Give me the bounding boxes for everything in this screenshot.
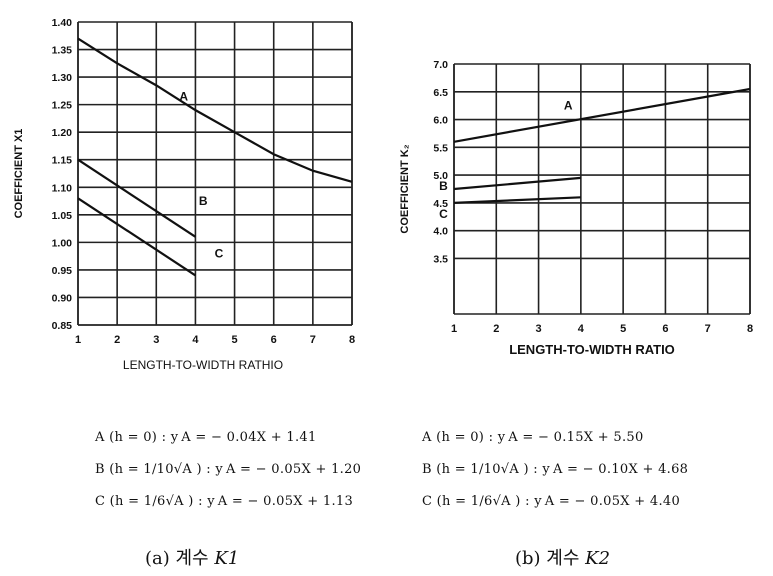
series-label-c: C (439, 207, 448, 221)
y-tick-label: 1.00 (52, 237, 73, 249)
y-tick-label: 0.95 (52, 265, 73, 277)
caption-right: (b) 계수 K2 (515, 544, 610, 570)
y-tick-label: 6.5 (433, 87, 448, 99)
y-tick-label: 1.25 (52, 100, 73, 112)
series-label-a: A (564, 99, 573, 113)
caption-right-symbol: K2 (585, 548, 611, 569)
series-label-a: A (179, 89, 188, 103)
equation-right-b: B (h = 1/10√A ) : y A = − 0.10X + 4.68 (422, 462, 689, 477)
y-tick-label: 4.0 (433, 226, 448, 238)
chart-k2: 1 2 3 4 5 6 7 8 3.5 4.0 4.5 5.0 5.5 6.0 6.5 7.0 A BC LENGT… (399, 59, 753, 357)
series-label-c: C (215, 246, 224, 260)
series-line-c (453, 196, 581, 204)
x-tick-label: 1 (75, 334, 81, 346)
y-tick-label: 6.0 (433, 115, 448, 127)
caption-right-prefix: (b) 계수 (515, 548, 586, 569)
y-tick-label: 1.20 (52, 127, 73, 139)
y-tick-label: 1.40 (52, 17, 73, 29)
series-line-c (77, 197, 197, 277)
series-label-b: B (199, 194, 208, 208)
y-tick-label: 1.35 (52, 45, 73, 57)
y-axis-label: COEFFICIENT K₂ (399, 144, 411, 233)
y-tick-label: 5.0 (433, 170, 448, 182)
y-tick-label: 4.5 (433, 198, 448, 210)
x-axis-label: LENGTH-TO-WIDTH RATIO (509, 342, 675, 357)
y-tick-label: 5.5 (433, 142, 448, 154)
equation-left-c: C (h = 1/6√A ) : y A = − 0.05X + 1.13 (95, 494, 354, 509)
x-tick-label: 6 (662, 323, 668, 335)
equation-left-b: B (h = 1/10√A ) : y A = − 0.05X + 1.20 (95, 462, 362, 477)
x-tick-label: 3 (536, 323, 542, 335)
y-tick-label: 7.0 (433, 59, 448, 71)
y-tick-label: 1.30 (52, 72, 73, 84)
x-tick-label: 6 (271, 334, 277, 346)
equation-right-a: A (h = 0) : y A = − 0.15X + 5.50 (422, 430, 644, 445)
series-line-a (77, 37, 353, 183)
y-tick-label: 0.85 (52, 320, 73, 332)
plot-area (454, 64, 750, 314)
x-tick-label: 4 (192, 334, 199, 346)
series-label-b: B (439, 179, 448, 193)
x-tick-label: 7 (310, 334, 316, 346)
y-tick-label: 3.5 (433, 253, 448, 265)
x-tick-label: 7 (705, 323, 711, 335)
y-tick-label: 0.90 (52, 292, 73, 304)
x-tick-label: 4 (578, 323, 585, 335)
chart-k1: 1 2 3 4 5 6 7 8 0.85 0.90 0.95 1.00 1.05 1.10 1.15 1.20… (13, 17, 355, 372)
x-tick-label: 3 (153, 334, 159, 346)
y-tick-label: 1.15 (52, 155, 73, 167)
x-tick-label: 5 (232, 334, 238, 346)
caption-left: (a) 계수 K1 (145, 544, 239, 570)
x-tick-label: 8 (747, 323, 753, 335)
y-tick-label: 1.10 (52, 182, 73, 194)
x-tick-label: 8 (349, 334, 355, 346)
x-tick-label: 2 (493, 323, 499, 335)
series-line-b (453, 176, 581, 191)
x-tick-label: 5 (620, 323, 626, 335)
x-tick-label: 2 (114, 334, 120, 346)
equation-left-a: A (h = 0) : y A = − 0.04X + 1.41 (95, 430, 317, 445)
series-line-b (77, 158, 197, 238)
series-line-a (453, 87, 751, 143)
y-tick-label: 1.05 (52, 210, 73, 222)
caption-left-symbol: K1 (214, 548, 240, 569)
y-axis-label: COEFFICIENT X1 (13, 129, 25, 219)
x-axis-label: LENGTH-TO-WIDTH RATHIO (123, 358, 283, 372)
equation-right-c: C (h = 1/6√A ) : y A = − 0.05X + 4.40 (422, 494, 681, 509)
plot-area (78, 22, 352, 325)
x-tick-label: 1 (451, 323, 457, 335)
caption-left-prefix: (a) 계수 (145, 548, 215, 569)
